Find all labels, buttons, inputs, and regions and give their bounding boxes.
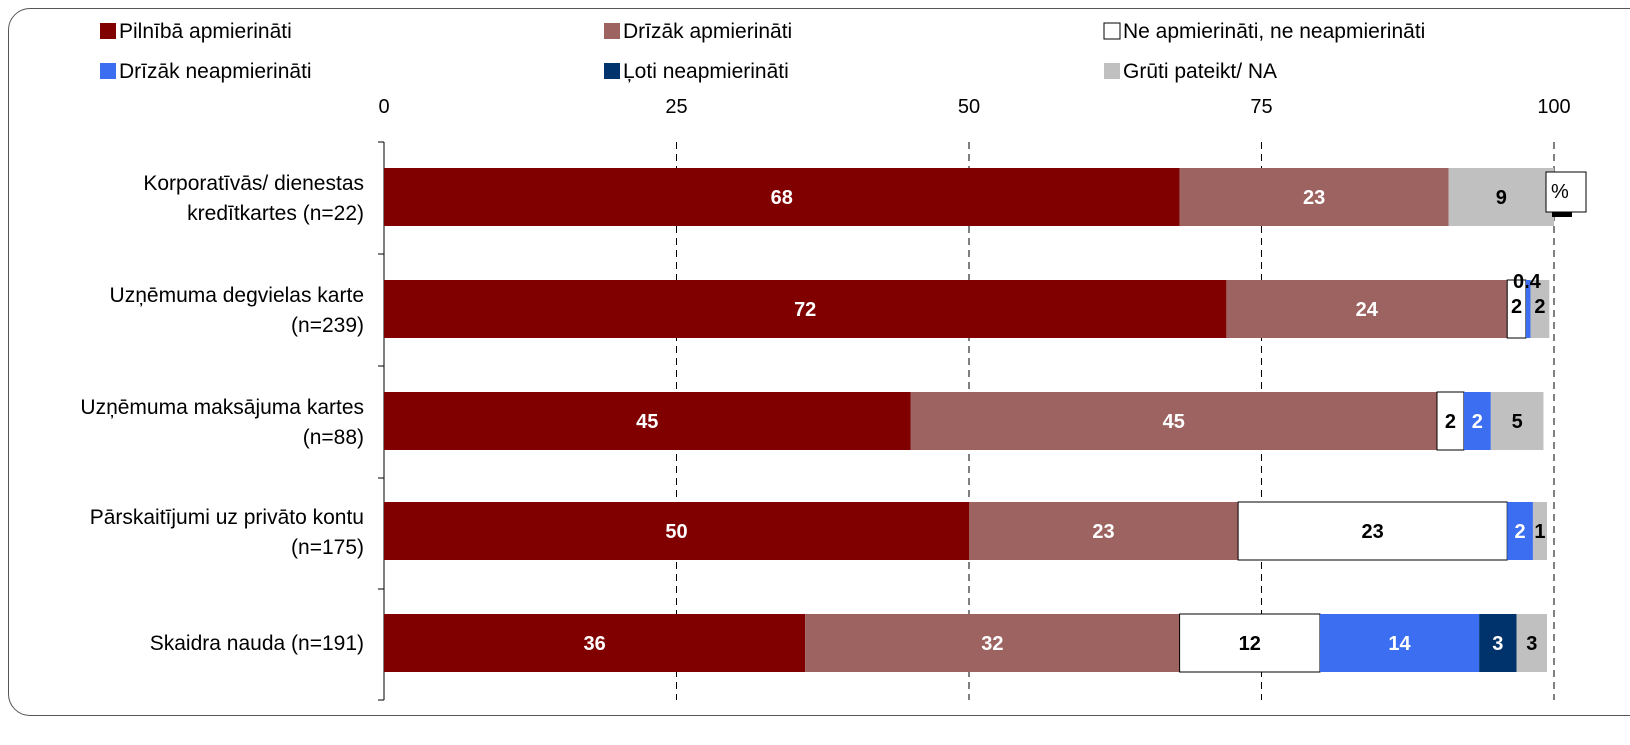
data-label: 68: [771, 187, 793, 209]
data-label: 50: [665, 521, 687, 543]
bar-segment: [1179, 168, 1449, 226]
category-label: (n=88): [303, 426, 364, 449]
legend-swatch: [1104, 63, 1120, 79]
bar-segment: [1506, 279, 1527, 339]
data-label: 12: [1239, 633, 1261, 655]
unit-box-label: %: [1551, 181, 1569, 203]
data-label: 72: [794, 299, 816, 321]
legend-label: Ne apmierināti, ne neapmierināti: [1123, 20, 1425, 43]
legend-swatch: [100, 63, 116, 79]
data-label: 14: [1388, 633, 1411, 655]
legend-swatch: [1103, 22, 1121, 40]
bar-segment: [1448, 168, 1554, 226]
bar-segment: [1436, 391, 1465, 451]
legend-label: Drīzāk apmierināti: [623, 20, 792, 43]
legend-swatch: [604, 23, 620, 39]
legend-swatch: [604, 63, 620, 79]
bar-segment: [1237, 501, 1508, 561]
bar-segment: [1530, 280, 1550, 338]
bar-segment: [384, 280, 1227, 338]
data-label: 45: [636, 411, 658, 433]
data-label: 45: [1163, 411, 1185, 433]
bar-segment: [805, 614, 1180, 672]
bar-segment: [1179, 613, 1321, 673]
bar-segment: [1226, 280, 1508, 338]
x-tick-label: 0: [378, 96, 389, 118]
data-label: 23: [1362, 521, 1384, 543]
data-label: 2: [1515, 521, 1526, 543]
legend-label: Grūti pateikt/ NA: [1123, 60, 1277, 83]
data-label: 9: [1496, 187, 1507, 209]
category-label: Uzņēmuma degvielas karte: [110, 284, 364, 307]
legend-label: Drīzāk neapmierināti: [119, 60, 312, 83]
bar-segment: [1532, 502, 1547, 560]
data-label: 2: [1534, 296, 1545, 318]
bar-segment: [1463, 392, 1491, 450]
bar-segment: [1479, 614, 1517, 672]
data-label: 0.4: [1513, 271, 1542, 293]
category-label: (n=239): [291, 314, 364, 337]
unit-box-accent: [1552, 212, 1572, 217]
data-label: 32: [981, 633, 1003, 655]
bar-segment: [384, 392, 911, 450]
bar-segment: [969, 502, 1239, 560]
bar-segment: [384, 502, 969, 560]
category-label: Pārskaitījumi uz privāto kontu: [90, 506, 364, 529]
x-tick-label: 25: [665, 96, 687, 118]
data-label: 1: [1534, 521, 1545, 543]
data-label: 36: [583, 633, 605, 655]
chart-frame: [8, 8, 1630, 716]
bar-segment: [384, 168, 1180, 226]
data-label: 3: [1526, 633, 1537, 655]
data-label: 3: [1492, 633, 1503, 655]
bar-segment: [1320, 614, 1480, 672]
x-tick-label: 75: [1250, 96, 1272, 118]
data-label: 5: [1512, 411, 1523, 433]
legend-swatch: [100, 23, 116, 39]
data-label: 2: [1511, 296, 1522, 318]
legend-label: Ļoti neapmierināti: [623, 60, 789, 83]
bar-segment: [1490, 392, 1544, 450]
bar-segment: [1507, 502, 1533, 560]
category-label: Skaidra nauda (n=191): [150, 632, 364, 655]
category-label: Korporatīvās/ dienestas: [143, 172, 364, 195]
data-label: 23: [1092, 521, 1114, 543]
data-label: 24: [1356, 299, 1379, 321]
bar-segment: [1516, 614, 1547, 672]
x-tick-label: 50: [958, 96, 980, 118]
category-label: kredītkartes (n=22): [187, 202, 364, 225]
data-label: 2: [1445, 411, 1456, 433]
bar-segment: [384, 614, 806, 672]
unit-box: [1545, 171, 1587, 213]
legend-label: Pilnībā apmierināti: [119, 20, 292, 43]
data-label: 23: [1303, 187, 1325, 209]
data-label: 2: [1472, 411, 1483, 433]
category-label: Uzņēmuma maksājuma kartes: [80, 396, 364, 419]
bar-segment: [1525, 280, 1531, 338]
x-tick-label: 100: [1537, 96, 1570, 118]
bar-segment: [910, 392, 1437, 450]
category-label: (n=175): [291, 536, 364, 559]
